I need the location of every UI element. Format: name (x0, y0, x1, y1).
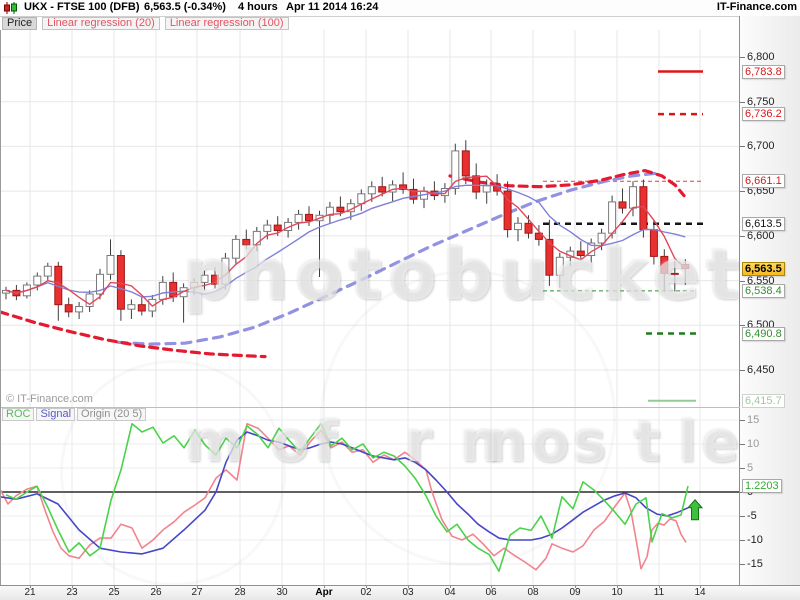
roc-tick-mark (740, 516, 745, 517)
price-axis[interactable]: 6,800 6,750 6,700 6,650 6,600 6,550 6,500 6,450… (740, 16, 800, 585)
time-tick-label: 25 (108, 587, 120, 598)
brand-label: IT-Finance.com (716, 1, 797, 13)
price-chart-svg (0, 30, 740, 407)
roc-tick-label: -10 (747, 534, 763, 546)
price-tick-label: 6,550 (747, 274, 775, 287)
time-axis[interactable]: 21 23 25 26 27 28 30 Apr 02 03 04 06 08 09 10 11 14 (0, 585, 800, 600)
datetime-label: Apr 11 2014 16:24 (286, 1, 379, 13)
roc-tick-mark (740, 420, 745, 421)
time-tick-mark (156, 585, 157, 588)
time-tick-mark (491, 585, 492, 588)
time-tick-mark (197, 585, 198, 588)
time-tick-label: 23 (66, 587, 78, 598)
time-tick-label: 27 (191, 587, 203, 598)
roc-tick-label: -5 (747, 510, 757, 522)
price-level-badge: 6,613.5 (742, 216, 785, 231)
time-tick-mark (450, 585, 451, 588)
roc-tick-mark (740, 540, 745, 541)
price-tick-mark (740, 235, 745, 237)
time-tick-label: 28 (234, 587, 246, 598)
time-tick-mark (30, 585, 31, 588)
axis-divider-vertical (739, 16, 740, 585)
tab-price[interactable]: Price (2, 17, 38, 30)
price-level-badge: 6,538.4 (742, 283, 785, 298)
time-tick-label: 14 (694, 587, 706, 598)
price-tick-label: 6,450 (747, 364, 775, 376)
price-tab-row: Price Linear regression (20) Linear regr… (0, 17, 740, 30)
chart-left-border (0, 30, 1, 585)
price-tick-mark (740, 191, 745, 193)
roc-tick-mark (740, 468, 745, 469)
price-tick-mark (740, 146, 745, 148)
time-tick-label: 03 (402, 587, 414, 598)
timeframe-label[interactable]: 4 hours (238, 1, 278, 13)
price-tick-mark (740, 57, 745, 58)
time-tick-mark (114, 585, 115, 588)
tab-roc[interactable]: ROC (2, 408, 35, 421)
roc-tick-mark (740, 564, 745, 565)
time-tick-mark (700, 585, 701, 588)
price-tick-mark (740, 325, 745, 327)
roc-tick-label: 15 (747, 414, 760, 426)
roc-chart-svg (0, 408, 740, 585)
price-tick-mark (740, 101, 745, 103)
price-tick-mark (740, 370, 745, 371)
axis-divider-horizontal (0, 585, 800, 586)
price-level-badge: 6,563.5 (742, 261, 785, 276)
time-tick-mark (533, 585, 534, 588)
time-tick-mark (72, 585, 73, 588)
time-tick-label: 04 (444, 587, 456, 598)
price-level-badge: 6,490.8 (742, 326, 785, 341)
roc-value-badge: 1.2203 (742, 479, 782, 494)
price-level-badge: 6,661.1 (742, 174, 785, 189)
last-quote: 6,563.5 (-0.34%) (144, 1, 226, 13)
time-tick-mark (617, 585, 618, 588)
buy-signal-arrow-icon (686, 499, 704, 521)
tab-signal[interactable]: Signal (36, 408, 76, 421)
price-level-badge: 6,783.8 (742, 64, 785, 79)
copyright-label: © IT-Finance.com (6, 393, 93, 405)
price-tick-label: 6,600 (747, 229, 775, 242)
time-tick-label: Apr (315, 587, 333, 598)
time-tick-label: 21 (24, 587, 36, 598)
instrument-title: UKX - FTSE 100 (DFB) (24, 1, 140, 13)
time-tick-mark (240, 585, 241, 588)
time-tick-label: 26 (150, 587, 162, 598)
candlestick-icon (4, 2, 17, 14)
time-tick-label: 02 (360, 587, 372, 598)
time-tick-label: 30 (276, 587, 288, 598)
roc-tick-mark (740, 444, 745, 445)
roc-tick-label: 5 (747, 462, 754, 474)
roc-tick-label: 10 (747, 438, 760, 450)
time-tick-mark (282, 585, 283, 588)
time-tick-mark (659, 585, 660, 588)
time-tick-mark (324, 585, 325, 588)
price-tick-mark (740, 280, 745, 282)
roc-tick-label: -15 (747, 558, 763, 570)
time-tick-mark (366, 585, 367, 588)
time-tick-label: 09 (569, 587, 581, 598)
time-tick-label: 11 (653, 587, 665, 598)
price-level-badge: 6,415.7 (742, 393, 785, 408)
time-tick-label: 10 (611, 587, 623, 598)
price-tick-label: 6,750 (747, 95, 775, 108)
tab-linear-regression-100[interactable]: Linear regression (100) (164, 17, 289, 30)
tab-linear-regression-20[interactable]: Linear regression (20) (42, 17, 160, 30)
time-tick-mark (575, 585, 576, 588)
price-tick-label: 6,800 (747, 51, 775, 63)
price-chart-panel[interactable] (0, 30, 740, 407)
price-level-badge: 6,736.2 (742, 107, 785, 122)
time-tick-mark (408, 585, 409, 588)
roc-indicator-panel[interactable] (0, 408, 740, 585)
tab-origin[interactable]: Origin (20 5) (77, 408, 147, 421)
roc-tab-row: ROC Signal Origin (20 5) (0, 408, 740, 422)
titlebar: UKX - FTSE 100 (DFB) 6,563.5 (-0.34%) 4 … (0, 0, 800, 17)
time-tick-label: 06 (485, 587, 497, 598)
time-tick-label: 08 (527, 587, 539, 598)
price-tick-label: 6,700 (747, 140, 775, 153)
panel-divider (0, 407, 740, 408)
